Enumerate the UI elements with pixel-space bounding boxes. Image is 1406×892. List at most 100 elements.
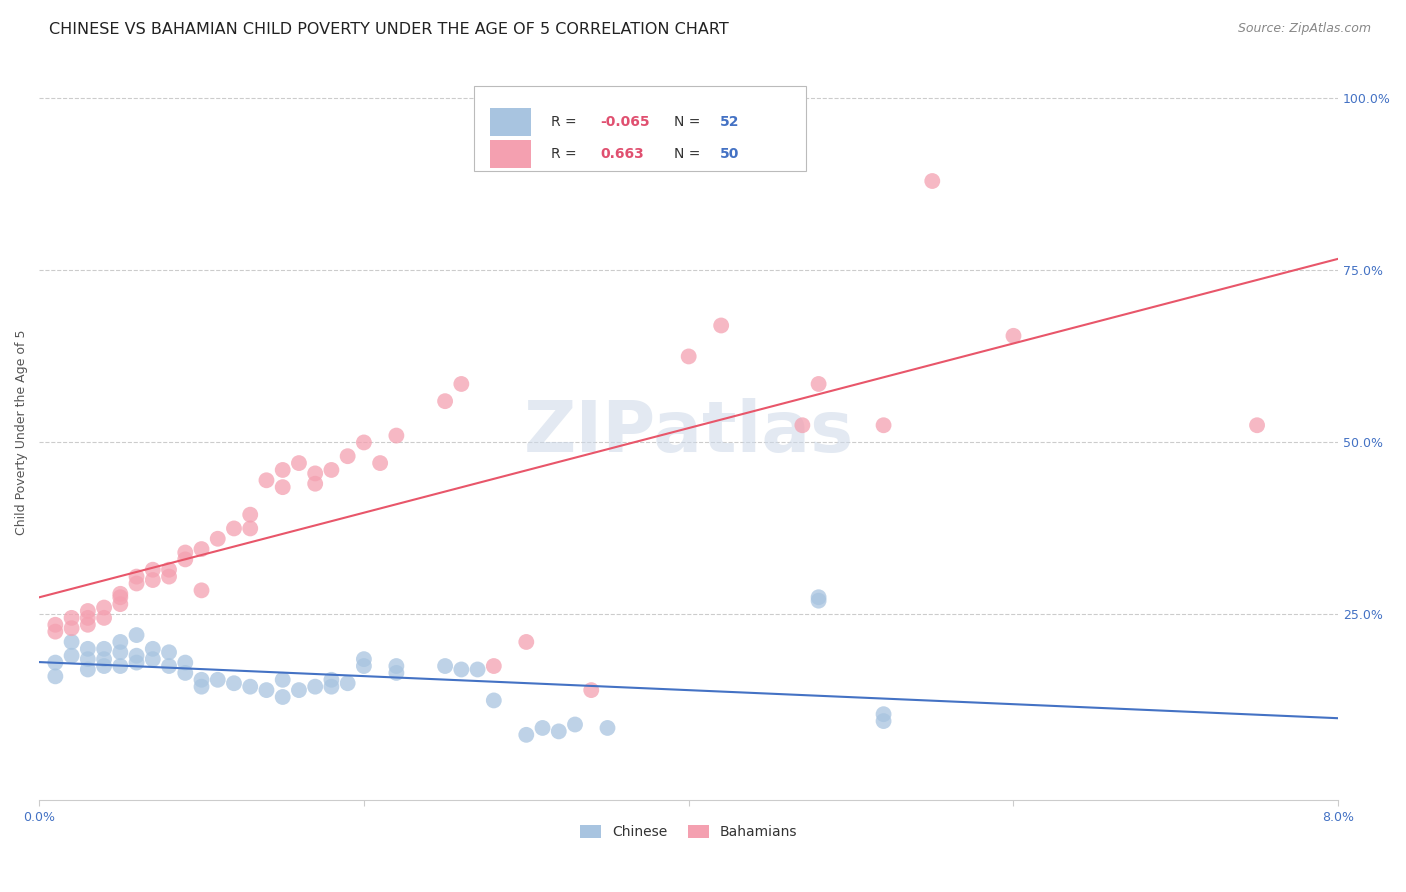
Point: [60, 648, 83, 663]
Point: [190, 680, 212, 694]
Point: [222, 521, 245, 535]
Point: [110, 635, 132, 649]
Point: [125, 628, 148, 642]
Point: [807, 593, 830, 607]
Point: [76, 663, 98, 677]
Point: [110, 591, 132, 605]
Point: [207, 532, 229, 546]
Point: [76, 604, 98, 618]
Point: [304, 467, 326, 481]
Point: [353, 659, 375, 673]
Point: [450, 663, 472, 677]
Text: -0.065: -0.065: [600, 115, 650, 128]
Point: [44, 656, 66, 670]
Point: [157, 645, 180, 659]
Text: R =: R =: [551, 147, 585, 161]
Point: [157, 659, 180, 673]
Point: [110, 659, 132, 673]
Point: [142, 563, 165, 577]
Point: [174, 656, 197, 670]
Point: [125, 576, 148, 591]
Point: [531, 721, 554, 735]
Point: [110, 597, 132, 611]
Point: [174, 545, 197, 559]
Text: N =: N =: [675, 115, 706, 128]
Point: [76, 652, 98, 666]
Text: Source: ZipAtlas.com: Source: ZipAtlas.com: [1237, 22, 1371, 36]
Point: [336, 676, 359, 690]
Point: [385, 659, 408, 673]
Point: [434, 659, 457, 673]
Point: [60, 621, 83, 635]
Point: [678, 350, 700, 364]
Point: [710, 318, 733, 333]
Text: 50: 50: [720, 147, 740, 161]
Point: [157, 569, 180, 583]
Point: [1002, 328, 1025, 343]
Point: [581, 683, 603, 698]
Point: [60, 635, 83, 649]
Point: [174, 665, 197, 680]
Point: [239, 521, 262, 535]
Y-axis label: Child Poverty Under the Age of 5: Child Poverty Under the Age of 5: [15, 329, 28, 535]
Point: [321, 463, 343, 477]
Point: [207, 673, 229, 687]
Point: [515, 635, 537, 649]
Point: [547, 724, 569, 739]
Point: [434, 394, 457, 409]
Point: [336, 449, 359, 463]
Point: [142, 641, 165, 656]
Point: [125, 569, 148, 583]
Point: [482, 659, 505, 673]
Point: [190, 583, 212, 598]
Point: [872, 418, 894, 433]
Point: [385, 428, 408, 442]
FancyBboxPatch shape: [489, 108, 531, 136]
Point: [142, 573, 165, 587]
Point: [288, 456, 311, 470]
Text: N =: N =: [675, 147, 706, 161]
Text: 0.663: 0.663: [600, 147, 644, 161]
Point: [125, 648, 148, 663]
Text: CHINESE VS BAHAMIAN CHILD POVERTY UNDER THE AGE OF 5 CORRELATION CHART: CHINESE VS BAHAMIAN CHILD POVERTY UNDER …: [49, 22, 728, 37]
Text: 52: 52: [720, 115, 740, 128]
Point: [76, 641, 98, 656]
Point: [76, 611, 98, 625]
Point: [271, 463, 294, 477]
Point: [288, 683, 311, 698]
Point: [190, 673, 212, 687]
Point: [142, 652, 165, 666]
Point: [93, 600, 115, 615]
Point: [125, 656, 148, 670]
Point: [271, 690, 294, 704]
Point: [93, 641, 115, 656]
Point: [304, 680, 326, 694]
Point: [93, 652, 115, 666]
Point: [515, 728, 537, 742]
Point: [222, 676, 245, 690]
Point: [44, 617, 66, 632]
Point: [807, 376, 830, 391]
Point: [596, 721, 619, 735]
Point: [321, 673, 343, 687]
Point: [792, 418, 814, 433]
Point: [321, 680, 343, 694]
Point: [44, 624, 66, 639]
Point: [872, 707, 894, 722]
Point: [110, 645, 132, 659]
Point: [450, 376, 472, 391]
Point: [385, 665, 408, 680]
FancyBboxPatch shape: [474, 87, 806, 170]
Point: [256, 683, 278, 698]
Point: [807, 591, 830, 605]
Text: R =: R =: [551, 115, 581, 128]
Point: [174, 552, 197, 566]
Point: [157, 563, 180, 577]
Point: [239, 508, 262, 522]
Point: [564, 717, 586, 731]
Point: [44, 669, 66, 683]
Point: [60, 611, 83, 625]
Point: [239, 680, 262, 694]
Point: [353, 652, 375, 666]
Point: [190, 542, 212, 557]
